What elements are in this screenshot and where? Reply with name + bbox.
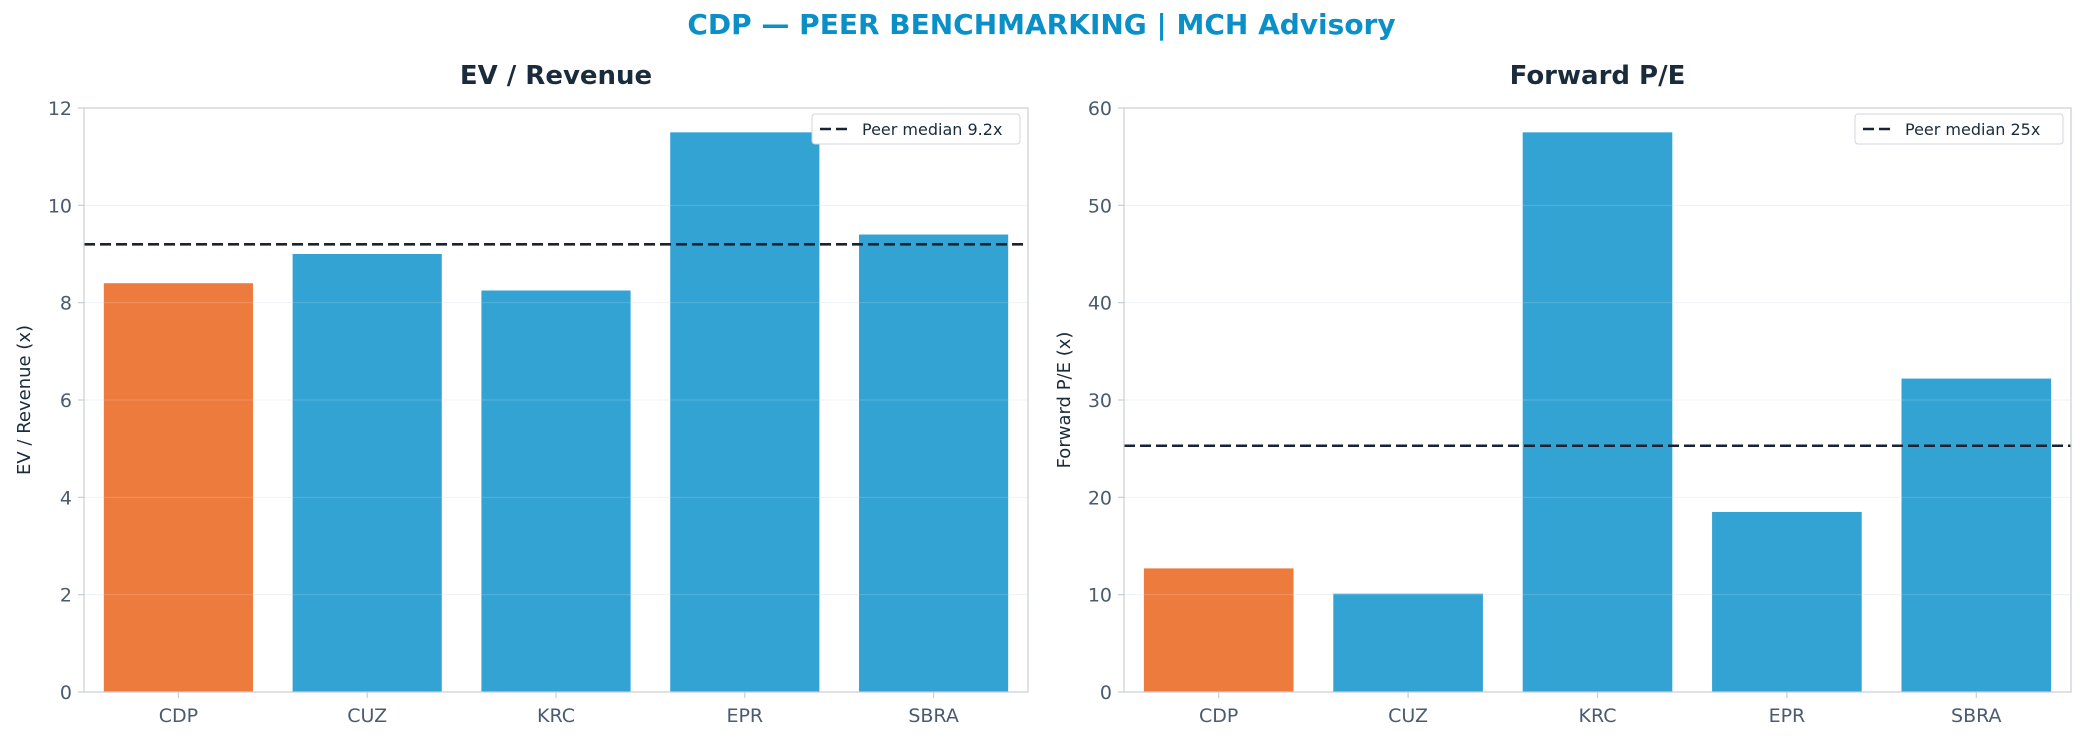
legend-label: Peer median 25x [1905,120,2040,139]
y-tick-label: 0 [1100,682,1112,704]
y-tick-label: 30 [1088,390,1112,412]
chart-title: EV / Revenue [460,61,652,91]
bar-sbra [1901,378,2052,692]
figure-title: CDP — PEER BENCHMARKING | MCH Advisory [687,8,1396,41]
chart-title: Forward P/E [1510,61,1686,91]
y-tick-label: 0 [60,682,72,704]
x-tick-label: CUZ [347,705,387,727]
y-tick-label: 20 [1088,487,1112,509]
x-tick-label: KRC [1579,705,1617,727]
x-tick-label: CUZ [1388,705,1428,727]
y-axis-label: Forward P/E (x) [1054,332,1075,469]
y-tick-label: 40 [1088,293,1112,315]
legend-box [1854,113,2064,145]
bar-epr [1712,511,1862,692]
bar-cuz [292,254,442,692]
y-tick-label: 4 [60,487,72,509]
bar-krc [481,290,631,692]
bar-sbra [859,234,1009,693]
y-axis-label: EV / Revenue (x) [14,325,35,475]
legend-label: Peer median 9.2x [862,120,1002,139]
bar-cdp [1143,568,1294,692]
y-tick-label: 10 [1088,585,1112,607]
y-tick-label: 2 [60,585,72,607]
y-tick-label: 8 [60,293,72,315]
ev-revenue-chart: 0 2 4 6 8 10 12 CDP CUZ KRC EPR SBRA EV / Revenue EV … [14,61,1029,727]
x-tick-label: SBRA [1951,705,2002,727]
y-tick-label: 6 [60,390,72,412]
bar-cdp [103,283,253,692]
x-tick-label: KRC [537,705,575,727]
y-tick-label: 60 [1088,98,1112,120]
x-tick-label: EPR [726,705,763,727]
x-tick-label: CDP [1199,705,1238,727]
x-tick-label: SBRA [908,705,959,727]
legend-box [811,113,1021,145]
bar-cuz [1333,593,1483,692]
x-tick-label: CDP [159,705,198,727]
y-tick-label: 50 [1088,195,1112,217]
bar-krc [1522,132,1673,693]
y-tick-label: 12 [48,98,72,120]
y-tick-label: 10 [48,195,72,217]
bar-epr [670,132,820,693]
forward-pe-chart: 0 10 20 30 40 50 60 CDP CUZ KRC EPR SBRA Forward P/E… [1054,61,2072,727]
x-tick-label: EPR [1769,705,1806,727]
